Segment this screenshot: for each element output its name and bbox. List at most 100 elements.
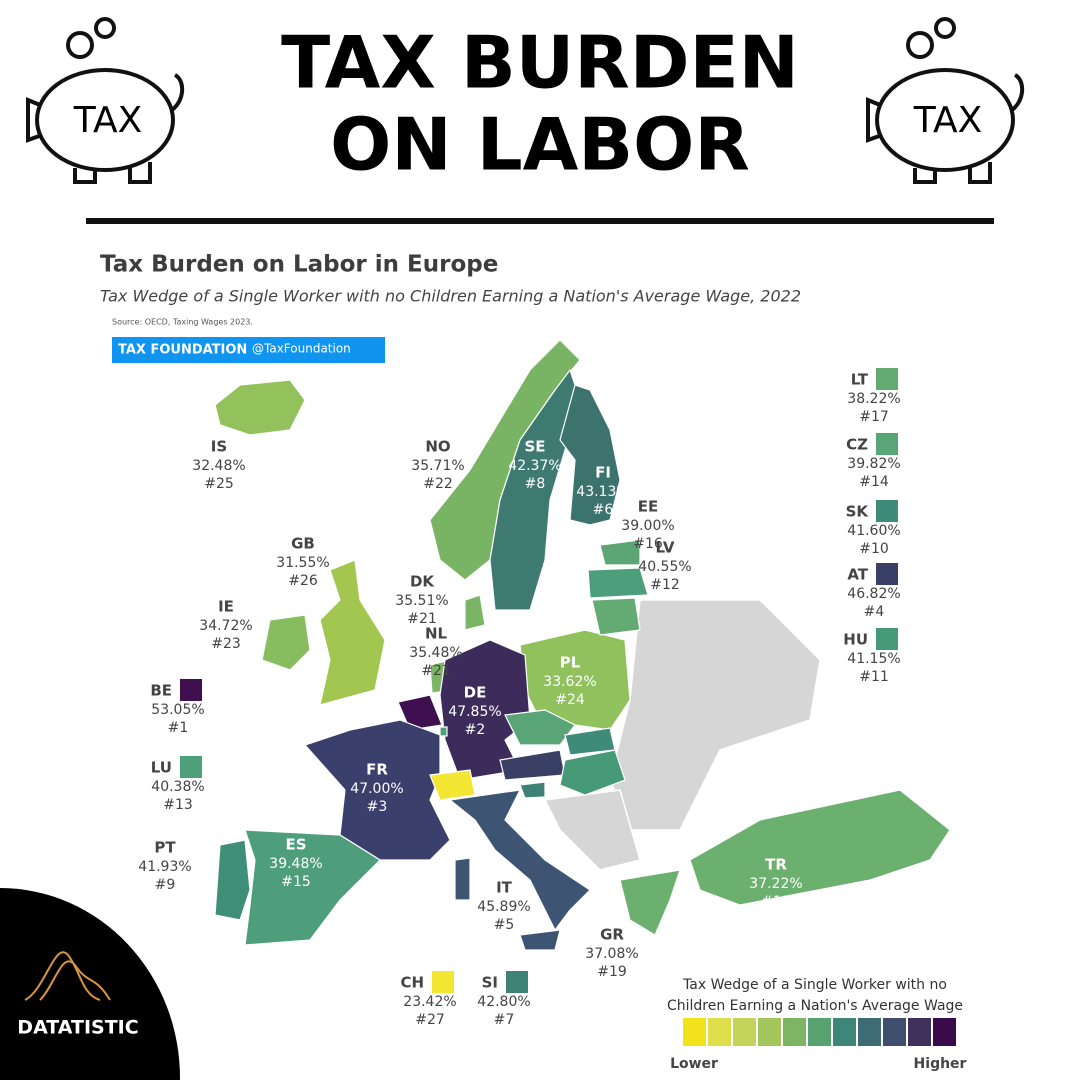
country-swatch: [876, 563, 898, 585]
country-code: GR: [600, 926, 624, 944]
icon-text: TAX: [913, 100, 982, 141]
country-gb: [319, 559, 386, 706]
country-is: [214, 379, 306, 436]
legend-swatch: [708, 1018, 731, 1046]
country-value: 40.38%: [151, 779, 204, 795]
country-it: [448, 789, 591, 951]
country-dk: [464, 594, 486, 631]
country-value: 40.55%: [638, 559, 691, 575]
legend-title: Tax Wedge of a Single Worker with no: [682, 977, 947, 993]
country-rank: #3: [367, 799, 388, 815]
country-ie: [261, 614, 311, 671]
piggy-icon-left: [26, 17, 185, 184]
country-value: 43.13%: [576, 484, 629, 500]
country-rank: #24: [555, 692, 585, 708]
country-lv: [587, 567, 649, 599]
country-swatch: [506, 971, 528, 993]
country-de: [439, 639, 531, 781]
country-code: LT: [851, 371, 869, 389]
country-value: 32.48%: [192, 458, 245, 474]
handle: @TaxFoundation: [252, 342, 351, 356]
legend-swatch: [883, 1018, 906, 1046]
country-code: SI: [482, 974, 498, 992]
map-subtitle: Tax Wedge of a Single Worker with no Chi…: [100, 287, 801, 306]
country-value: 42.37%: [508, 458, 561, 474]
legend-swatch: [808, 1018, 831, 1046]
country-value: 45.89%: [477, 899, 530, 915]
country-rank: #10: [859, 541, 889, 557]
country-shapes: [214, 339, 951, 951]
country-code: IE: [218, 598, 234, 616]
country-value: 53.05%: [151, 702, 204, 718]
country-lt: [591, 597, 641, 636]
country-fr: [303, 719, 451, 861]
divider: [86, 218, 994, 224]
country-rank: #26: [288, 573, 318, 589]
country-rank: #19: [597, 964, 627, 980]
country-code: TR: [765, 856, 787, 874]
country-swatch: [432, 971, 454, 993]
country-value: 23.42%: [403, 994, 456, 1010]
country-code: ES: [285, 836, 306, 854]
country-rank: #16: [633, 536, 663, 552]
country-value: 33.62%: [543, 674, 596, 690]
country-value: 39.00%: [621, 518, 674, 534]
country-code: CZ: [846, 436, 868, 454]
footer-brand: DATATISTIC: [17, 1017, 138, 1039]
country-ch: [429, 769, 476, 801]
legend-swatch: [933, 1018, 956, 1046]
country-value: 39.82%: [847, 456, 900, 472]
country-swatch: [876, 368, 898, 390]
legend-swatch: [683, 1018, 706, 1046]
country-rank: #8: [525, 476, 546, 492]
country-be: [397, 694, 443, 731]
country-rank: #11: [859, 669, 889, 685]
country-value: 37.22%: [749, 876, 802, 892]
country-code: LV: [655, 539, 674, 557]
country-rank: #7: [494, 1012, 515, 1028]
country-code: LU: [151, 759, 172, 777]
country-value: 47.85%: [448, 704, 501, 720]
main-title: ON LABOR: [330, 103, 750, 187]
country-code: PL: [560, 654, 581, 672]
country-code: EE: [638, 498, 659, 516]
country-labels: IS 32.48% #25 NO 35.71% #22 SE 42.37% #8 FI 43.13%…: [138, 368, 901, 1028]
country-code: IS: [211, 438, 227, 456]
country-value: 42.80%: [477, 994, 530, 1010]
country-hu: [559, 749, 626, 796]
country-code: SE: [524, 438, 545, 456]
country-fi: [559, 384, 621, 526]
country-rank: #15: [281, 874, 311, 890]
country-code: HU: [843, 631, 868, 649]
country-rank: #25: [204, 476, 234, 492]
country-rank: #22: [423, 476, 453, 492]
country-swatch: [180, 679, 202, 701]
legend-low: Lower: [670, 1056, 718, 1072]
country-swatch: [180, 756, 202, 778]
country-swatch: [876, 433, 898, 455]
country-code: AT: [847, 566, 868, 584]
country-code: DK: [410, 573, 435, 591]
country-gr: [619, 869, 681, 936]
legend-swatch: [758, 1018, 781, 1046]
country-pt: [214, 839, 251, 921]
non-data-countries: [543, 599, 821, 871]
country-tr: [689, 789, 951, 906]
country-rank: #1: [168, 720, 189, 736]
country-value: 38.22%: [847, 391, 900, 407]
country-lu: [439, 726, 448, 737]
country-rank: #12: [650, 577, 680, 593]
country-rank: #18: [761, 894, 791, 910]
country-value: 39.48%: [269, 856, 322, 872]
country-rank: #6: [593, 502, 614, 518]
piggy-icon-right: [866, 17, 1025, 184]
country-rank: #9: [155, 877, 176, 893]
country-value: 41.15%: [847, 651, 900, 667]
country-value: 35.71%: [411, 458, 464, 474]
country-swatch: [876, 628, 898, 650]
country-es: [244, 829, 381, 946]
country-rank: #4: [864, 604, 885, 620]
country-code: CH: [400, 974, 424, 992]
country-code: SK: [846, 503, 870, 521]
